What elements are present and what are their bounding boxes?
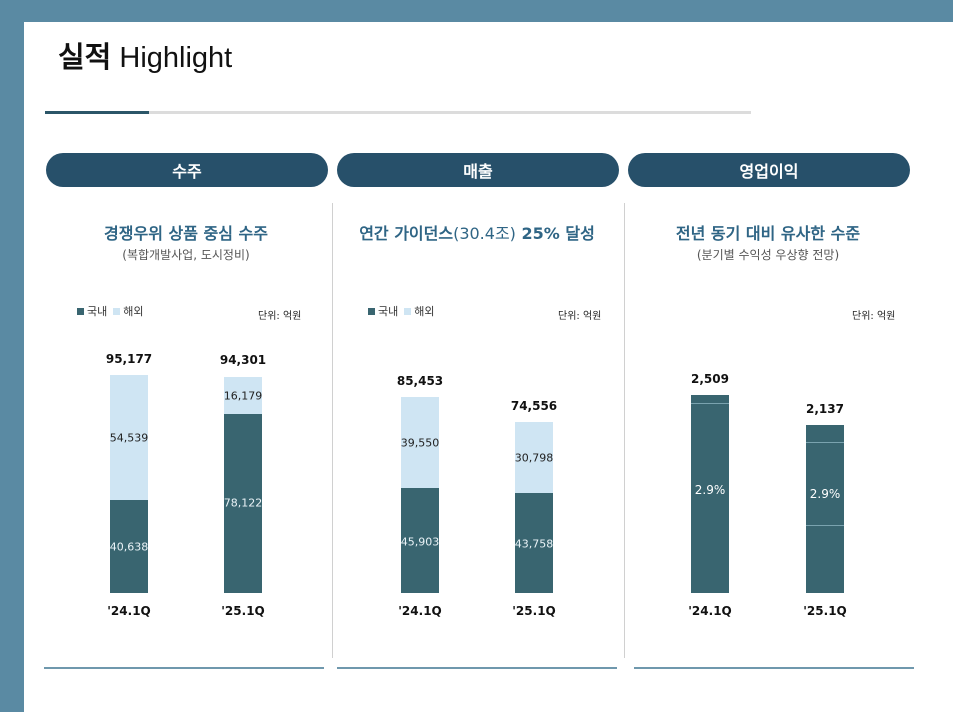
- orders-24q1-overseas-value: 54,539: [109, 431, 149, 445]
- orders-25q1-total: 94,301: [219, 353, 267, 367]
- pill-operating-profit: 영업이익: [628, 153, 910, 187]
- profit-25q1-label: '25.1Q: [803, 604, 847, 618]
- orders-24q1-domestic-value: 40,638: [109, 540, 149, 554]
- profit-25q1-margin: 2.9%: [809, 487, 841, 501]
- page-title-rest: Highlight: [119, 42, 233, 74]
- profit-heading: 전년 동기 대비 유사한 수준: [675, 224, 861, 243]
- pill-sales: 매출: [337, 153, 619, 187]
- orders-24q1-overseas-bar: [110, 375, 148, 500]
- legend-domestic-label: 국내: [378, 305, 399, 318]
- profit-unit: 단위: 억원: [852, 311, 896, 322]
- column-divider: [332, 203, 333, 658]
- profit-24q1-bar-line: [691, 403, 729, 404]
- sales-heading-guidance: (30.4조): [453, 224, 516, 243]
- legend-overseas-swatch: [404, 307, 412, 315]
- profit-24q1-bar: [691, 395, 729, 593]
- legend-overseas-label: 해외: [414, 305, 435, 318]
- sales-heading: 연간 가이던스(30.4조) 25% 달성: [359, 220, 595, 244]
- orders-heading: 경쟁우위 상품 중심 수주: [104, 224, 268, 243]
- page-title-bold: 실적: [58, 40, 112, 74]
- sales-24q1-domestic-bar: [401, 488, 439, 593]
- column-bottom-rule: [634, 667, 914, 669]
- page-title: 실적 Highlight: [58, 34, 232, 76]
- frame-top-band: [0, 0, 953, 22]
- sales-24q1-domestic-value: 45,903: [400, 535, 440, 549]
- sales-24q1-total: 85,453: [396, 374, 444, 388]
- legend-domestic-label: 국내: [87, 305, 108, 318]
- sales-unit: 단위: 억원: [558, 311, 602, 322]
- sales-24q1-label: '24.1Q: [398, 604, 442, 618]
- orders-24q1-domestic-bar: [110, 500, 148, 593]
- pill-orders: 수주: [46, 153, 328, 187]
- profit-24q1-total: 2,509: [691, 372, 729, 386]
- sales-heading-achievement: 25% 달성: [515, 224, 595, 243]
- slide-card: [24, 22, 953, 712]
- sales-25q1-overseas-value: 30,798: [514, 451, 554, 465]
- sales-heading-main: 연간 가이던스: [359, 224, 454, 243]
- orders-25q1-overseas-bar: [224, 377, 262, 414]
- orders-25q1-overseas-value: 16,179: [223, 389, 263, 403]
- sales-legend: 국내 해외: [368, 303, 435, 319]
- profit-24q1-margin: 2.9%: [694, 483, 726, 497]
- profit-25q1-bar-line: [806, 525, 844, 526]
- legend-domestic-swatch: [368, 307, 375, 315]
- sales-25q1-domestic-bar: [515, 493, 553, 593]
- profit-subheading: (분기별 수익성 우상향 전망): [696, 248, 840, 262]
- title-underline-accent: [45, 111, 149, 114]
- sales-25q1-total: 74,556: [510, 399, 558, 413]
- sales-25q1-label: '25.1Q: [512, 604, 556, 618]
- profit-24q1-label: '24.1Q: [688, 604, 732, 618]
- orders-25q1-domestic-bar: [224, 414, 262, 593]
- sales-24q1-overseas-bar: [401, 397, 439, 488]
- orders-subheading: (복합개발사업, 도시정비): [122, 248, 250, 262]
- column-bottom-rule: [337, 667, 617, 669]
- legend-overseas-swatch: [113, 307, 121, 315]
- profit-25q1-total: 2,137: [806, 402, 844, 416]
- orders-legend: 국내 해외: [77, 303, 144, 319]
- slide-card-corner: [748, 22, 765, 112]
- legend-overseas-label: 해외: [123, 305, 144, 318]
- orders-24q1-label: '24.1Q: [107, 604, 151, 618]
- column-divider: [624, 203, 625, 658]
- sales-25q1-overseas-bar: [515, 422, 553, 493]
- column-bottom-rule: [44, 667, 324, 669]
- sales-24q1-overseas-value: 39,550: [400, 436, 440, 450]
- profit-25q1-bar: [806, 425, 844, 593]
- orders-25q1-domestic-value: 78,122: [223, 496, 263, 510]
- frame-left-band: [0, 0, 24, 712]
- orders-unit: 단위: 억원: [258, 311, 302, 322]
- sales-25q1-domestic-value: 43,758: [514, 537, 554, 551]
- title-underline: [45, 111, 751, 114]
- profit-25q1-bar-line: [806, 442, 844, 443]
- orders-24q1-total: 95,177: [105, 352, 153, 366]
- legend-domestic-swatch: [77, 307, 84, 315]
- orders-25q1-label: '25.1Q: [221, 604, 265, 618]
